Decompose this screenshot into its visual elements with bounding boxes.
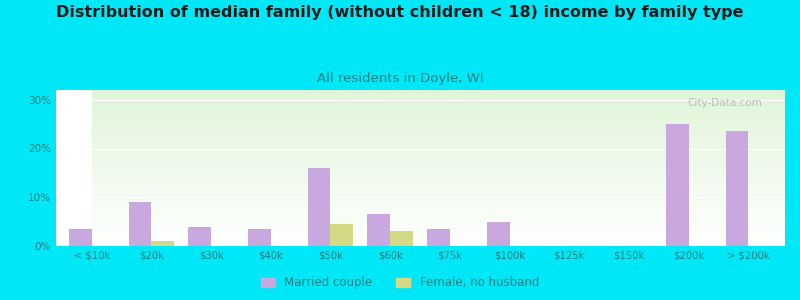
Text: City-Data.com: City-Data.com — [687, 98, 762, 108]
Bar — [487, 222, 510, 246]
Bar — [330, 224, 353, 246]
Bar — [308, 168, 330, 246]
Bar — [69, 229, 92, 246]
Bar — [390, 231, 413, 246]
Text: Distribution of median family (without children < 18) income by family type: Distribution of median family (without c… — [56, 4, 744, 20]
Bar — [666, 124, 689, 246]
Bar — [367, 214, 390, 246]
Bar — [189, 226, 211, 246]
Bar — [726, 131, 748, 246]
Legend: Married couple, Female, no husband: Married couple, Female, no husband — [256, 272, 544, 294]
Text: All residents in Doyle, WI: All residents in Doyle, WI — [317, 72, 483, 85]
Bar — [248, 229, 271, 246]
Bar — [129, 202, 151, 246]
Bar — [151, 241, 174, 246]
Bar — [427, 229, 450, 246]
